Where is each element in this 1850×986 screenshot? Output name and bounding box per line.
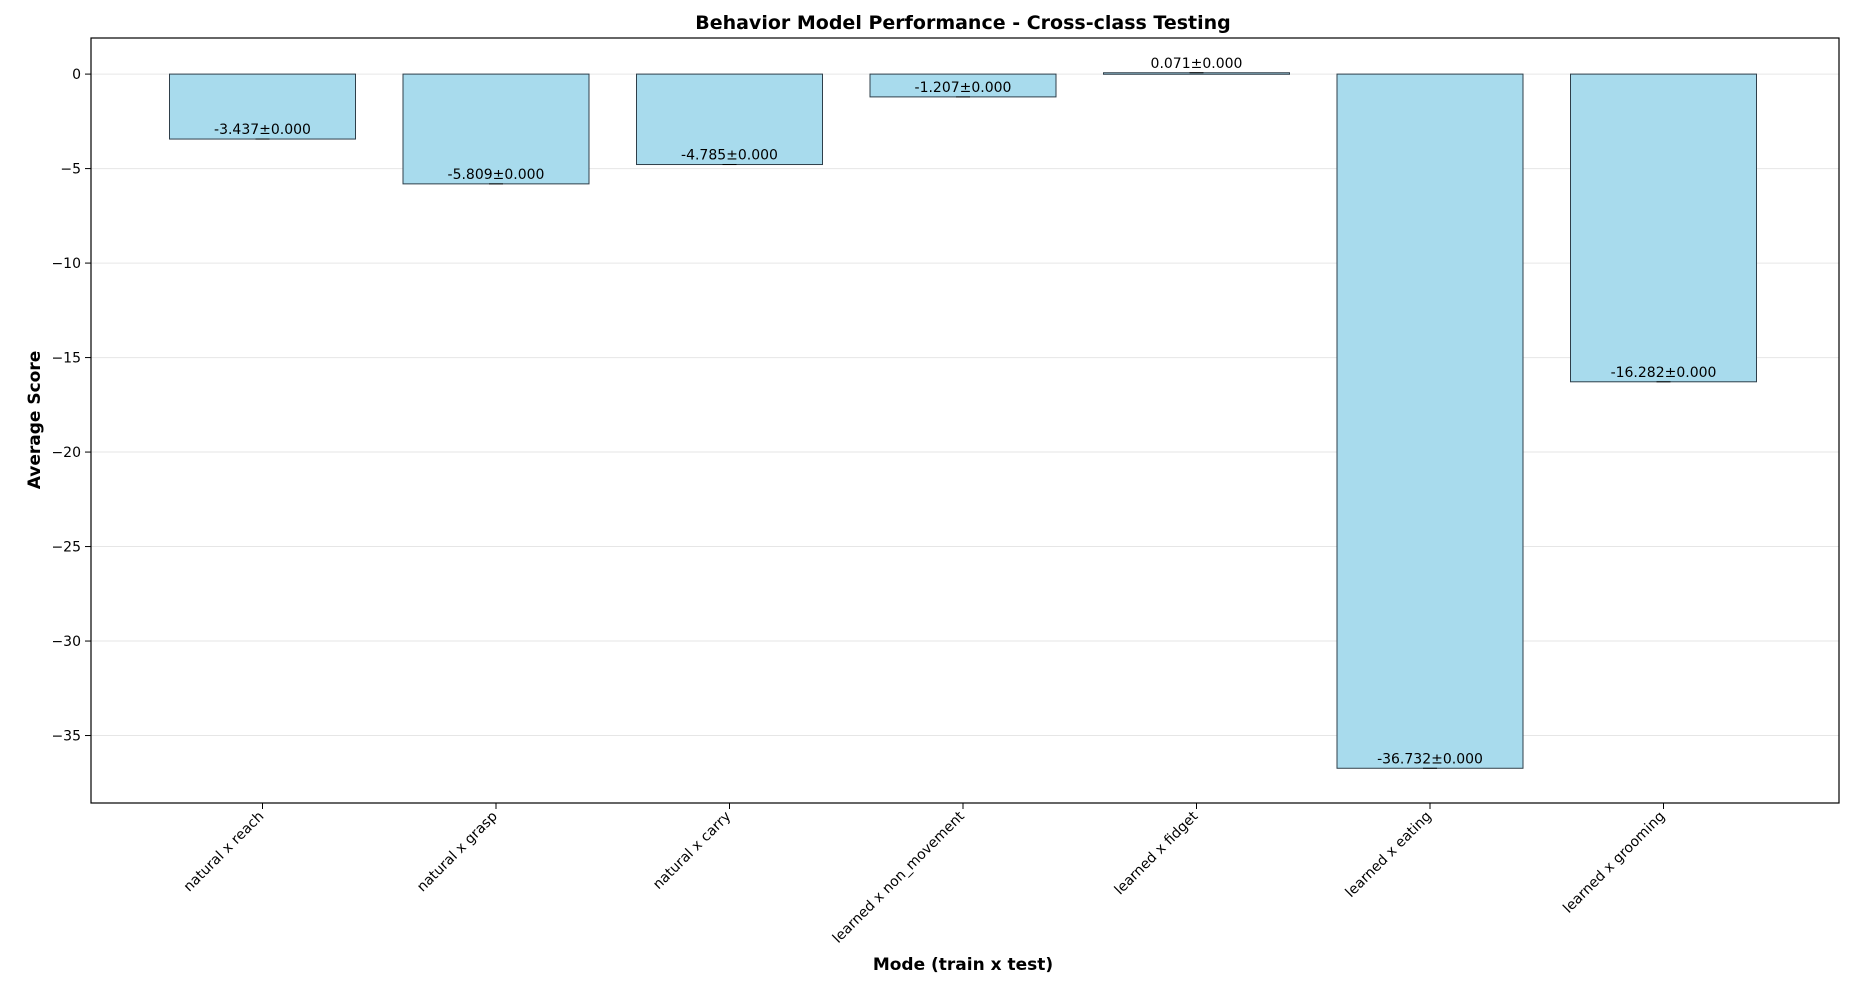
plot-frame (90, 37, 1840, 804)
y-tick-label: −10 (51, 256, 81, 272)
x-tick-label: learned x grooming (1560, 809, 1668, 917)
y-axis-label: Average Score (25, 351, 45, 490)
chart-title: Behavior Model Performance - Cross-class… (695, 12, 1231, 34)
x-tick-label: natural x grasp (414, 808, 501, 895)
x-tick-label: learned x non_movement (830, 808, 968, 946)
grid-lines (91, 73, 1839, 737)
y-tick-label: −25 (51, 540, 81, 556)
x-axis-label: Mode (train x test) (873, 955, 1053, 975)
bar-value-label: -4.785±0.000 (681, 148, 778, 164)
y-tick-label: −20 (51, 445, 81, 461)
y-tick-label: 0 (72, 67, 81, 83)
x-tick-label: natural x reach (181, 809, 268, 896)
value-labels: -3.437±0.000 -5.809±0.000 -4.785±0.000 -1.2… (214, 56, 1716, 768)
bars (169, 72, 1757, 769)
bar-value-label: -16.282±0.000 (1611, 365, 1717, 381)
x-axis-ticks: natural x reach natural x grasp natural x … (181, 803, 1668, 947)
bar-value-label: -5.809±0.000 (448, 167, 545, 183)
bar-value-label: -3.437±0.000 (214, 122, 311, 138)
y-tick-label: −15 (51, 351, 81, 367)
bar (1570, 73, 1757, 383)
y-tick-label: −30 (51, 634, 81, 650)
bar (169, 73, 356, 140)
x-tick-label: learned x eating (1343, 809, 1435, 901)
y-axis-ticks: 0 −5 −10 −15 −20 −25 −30 −35 (51, 67, 91, 745)
bar (1336, 73, 1524, 769)
bar-value-label: 0.071±0.000 (1151, 56, 1243, 72)
x-tick-label: learned x fidget (1112, 808, 1202, 898)
bar-value-label: -1.207±0.000 (915, 80, 1012, 96)
y-tick-label: −5 (60, 162, 81, 178)
y-tick-label: −35 (51, 729, 81, 745)
bar-value-label: -36.732±0.000 (1377, 751, 1483, 767)
x-tick-label: natural x carry (650, 809, 734, 893)
